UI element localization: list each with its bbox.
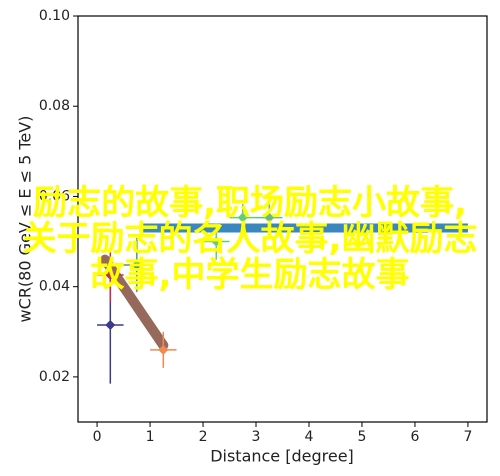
point — [105, 269, 116, 280]
x-tick-label: 1 — [146, 429, 155, 445]
x-tick-label: 2 — [199, 429, 208, 445]
x-tick-label: 6 — [410, 429, 419, 445]
point — [211, 236, 222, 247]
x-tick-label: 0 — [93, 429, 102, 445]
overlay-line: 励志的故事,职场励志小故事, — [33, 183, 467, 223]
y-tick-label: 0.08 — [39, 98, 70, 114]
x-tick-label: 5 — [358, 429, 367, 445]
trend-line — [100, 254, 169, 351]
overlay-line: 关于励志的名人故事,幽默励志 — [22, 219, 478, 259]
y-axis-label: wCR(80 GeV ≤ E ≤ 5 TeV) — [16, 116, 35, 323]
point — [264, 212, 275, 223]
overlay-line: 故事,中学生励志故事 — [90, 255, 410, 295]
plot-frame — [77, 15, 488, 423]
overlay-text: 励志的故事,职场励志小故事, 关于励志的名人故事,幽默励志 故事,中学生励志故事 — [0, 185, 500, 293]
x-axis-label: Distance [degree] — [210, 447, 354, 466]
x-tick-label: 3 — [252, 429, 261, 445]
point — [237, 212, 248, 223]
y-tick-label: 0.06 — [39, 188, 70, 204]
y-tick-label: 0.10 — [39, 8, 70, 24]
point — [105, 320, 116, 331]
x-tick-label: 4 — [305, 429, 314, 445]
x-tick-label: 7 — [463, 429, 472, 445]
point — [158, 344, 169, 355]
y-tick-label: 0.02 — [39, 369, 70, 385]
point — [131, 260, 142, 271]
y-tick-label: 0.04 — [39, 279, 70, 295]
